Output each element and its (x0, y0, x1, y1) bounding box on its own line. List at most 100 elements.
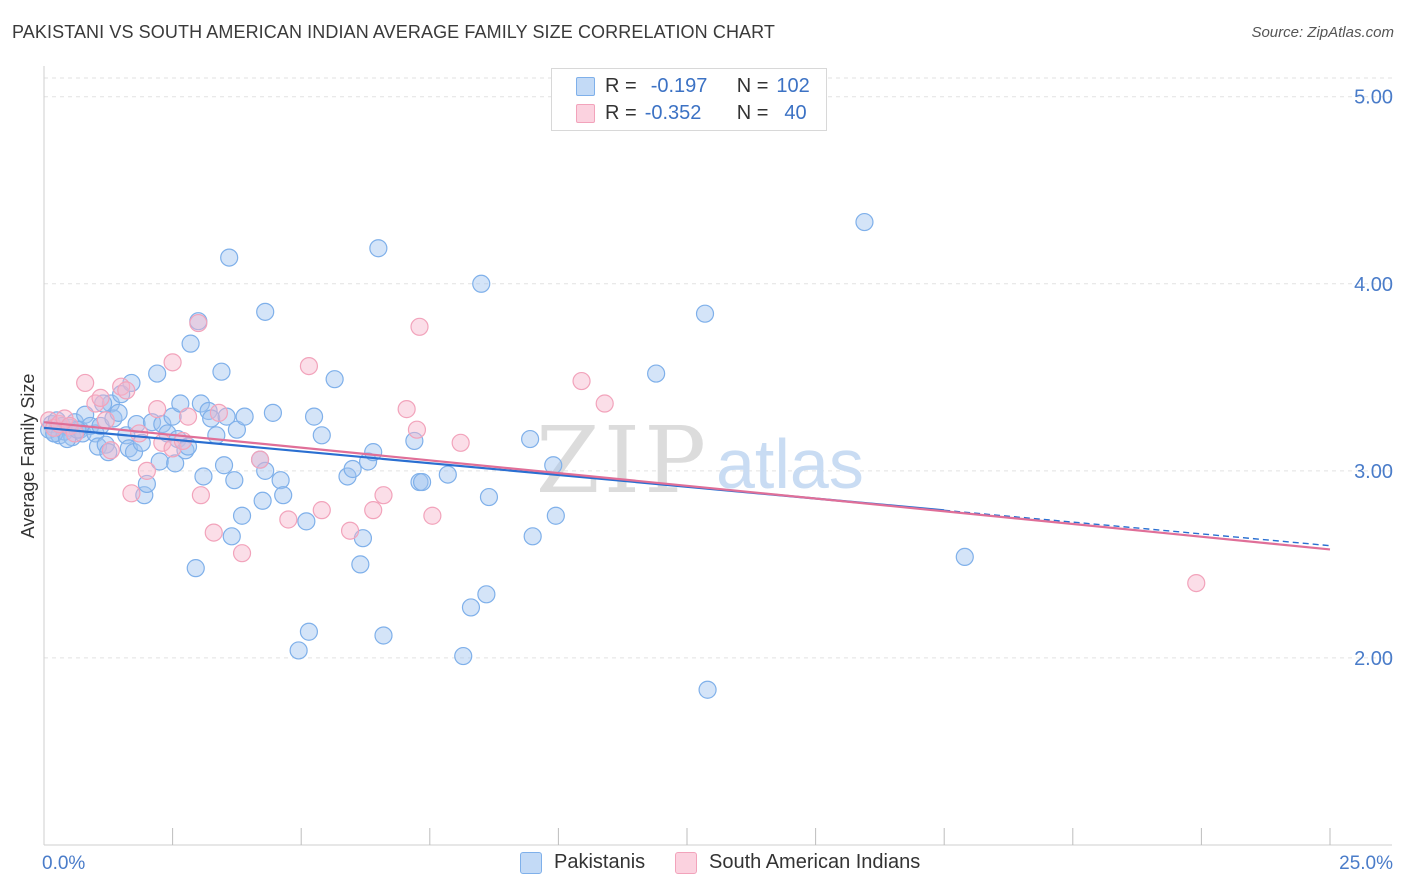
south-american-indian-point (117, 381, 136, 400)
south-american-indian-point (410, 317, 429, 336)
pakistani-point (647, 364, 666, 383)
y-tick-labels: 2.00 3.00 4.00 5.00 (1354, 87, 1393, 670)
x-tick-label-min: 0.0% (42, 853, 85, 874)
south-american-indian-point (101, 441, 120, 460)
pakistani-point (225, 471, 244, 490)
y-tick-label: 4.00 (1354, 274, 1393, 296)
pakistani-point (438, 465, 457, 484)
x-tick-labels: 0.0% 25.0% (42, 853, 1393, 874)
pakistani-point (148, 364, 167, 383)
series-legend-pakistanis[interactable]: Pakistanis (520, 851, 645, 874)
south-american-indian-point (86, 394, 105, 413)
south-american-indian-point (148, 400, 167, 419)
pakistani-point (150, 452, 169, 471)
pakistani-point (222, 527, 241, 546)
south-american-indian-point (279, 510, 298, 529)
south-american-indian-point (130, 424, 149, 443)
south-american-indian-point (451, 433, 470, 452)
axes (43, 66, 1392, 846)
watermark-atlas: atlas (716, 425, 864, 503)
pakistani-point (461, 598, 481, 617)
pakistani-point (454, 646, 473, 666)
pakistani-point (855, 212, 874, 232)
pakistani-point (186, 559, 205, 578)
south-american-indian-point (163, 353, 182, 372)
pakistani-point (76, 405, 95, 424)
series-swatch-blue (520, 851, 542, 874)
pakistani-point (256, 302, 275, 321)
south-american-indian-point (178, 407, 198, 426)
south-american-indian-point (232, 544, 252, 563)
pakistani-point (325, 370, 344, 389)
pakistani-point (546, 506, 565, 525)
pakistani-point (299, 622, 319, 641)
pakistani-point (343, 459, 362, 479)
legend-row-pakistanis: R = -0.197 N = 102 (576, 73, 810, 99)
y-axis-title: Average Family Size (18, 374, 38, 539)
pakistani-point (194, 467, 213, 486)
series-legend: Pakistanis South American Indians (0, 851, 1406, 879)
south-american-indian-trend-line (43, 421, 1331, 551)
legend-swatch-pink (576, 103, 595, 123)
pakistani-point (364, 443, 383, 462)
pakistani-point (235, 407, 254, 426)
pakistani-point (214, 456, 234, 475)
legend-r-label: R = (605, 74, 637, 97)
pakistani-point (181, 334, 200, 353)
south-american-indian-point (1187, 573, 1206, 593)
pakistani-point (166, 454, 185, 473)
pakistani-point (99, 443, 118, 462)
series-label-south-american-indians: South American Indians (709, 851, 921, 873)
pakistani-point (523, 527, 542, 546)
pakistani-point (212, 362, 231, 381)
chart-title: PAKISTANI VS SOUTH AMERICAN INDIAN AVERA… (12, 22, 776, 42)
trend-lines (43, 421, 1331, 551)
series-legend-south-american-indians[interactable]: South American Indians (675, 851, 920, 874)
watermark-zip: ZIP (536, 407, 710, 514)
south-american-indian-point (250, 450, 270, 469)
legend-n-value: 102 (776, 74, 810, 97)
pakistani-trend-line-extension (944, 509, 1331, 547)
pakistani-point (479, 487, 499, 507)
pakistani-point (369, 239, 388, 258)
pakistani-point (207, 426, 226, 445)
legend-n-label: N = (736, 74, 769, 97)
y-tick-label: 2.00 (1354, 648, 1393, 670)
series-swatch-pink (675, 851, 697, 874)
south-american-indian-point (209, 403, 228, 422)
pakistani-point (304, 407, 324, 426)
legend-swatch-blue (576, 76, 595, 96)
grid-lines (44, 77, 1392, 659)
legend-row-south-american-indians: R = -0.352 N = 40 (576, 100, 807, 126)
pakistani-point (374, 626, 393, 645)
legend-r-value: -0.352 (644, 101, 702, 124)
pakistani-point (274, 486, 293, 505)
x-tick-label-max: 25.0% (1339, 853, 1393, 874)
pakistani-point (521, 429, 540, 449)
south-american-indian-point (91, 388, 110, 407)
south-american-indian-point (407, 420, 427, 439)
correlation-legend: R = -0.197 N = 102 R = -0.352 N = 40 (551, 68, 827, 131)
pakistani-point (297, 512, 316, 531)
south-american-indian-point (340, 521, 360, 540)
source-label: Source: ZipAtlas.com (1251, 24, 1394, 41)
pakistani-point (405, 431, 424, 451)
south-american-indian-point (76, 373, 95, 393)
legend-r-value: -0.197 (650, 74, 708, 97)
pakistani-point (253, 491, 272, 510)
pakistani-point (232, 506, 252, 525)
south-american-indian-point (65, 424, 84, 443)
pakistani-point (137, 474, 156, 494)
pakistani-point (312, 426, 331, 445)
south-american-indian-point (595, 394, 614, 413)
pakistani-point (220, 248, 239, 267)
pakistani-point (351, 555, 370, 574)
pakistani-point (271, 471, 290, 490)
south-american-indian-point (137, 461, 156, 480)
south-american-indian-point (572, 371, 591, 391)
pakistani-point (256, 461, 275, 480)
pakistani-point (191, 394, 210, 413)
south-american-indian-point (374, 486, 393, 505)
legend-r-label: R = (605, 101, 637, 124)
